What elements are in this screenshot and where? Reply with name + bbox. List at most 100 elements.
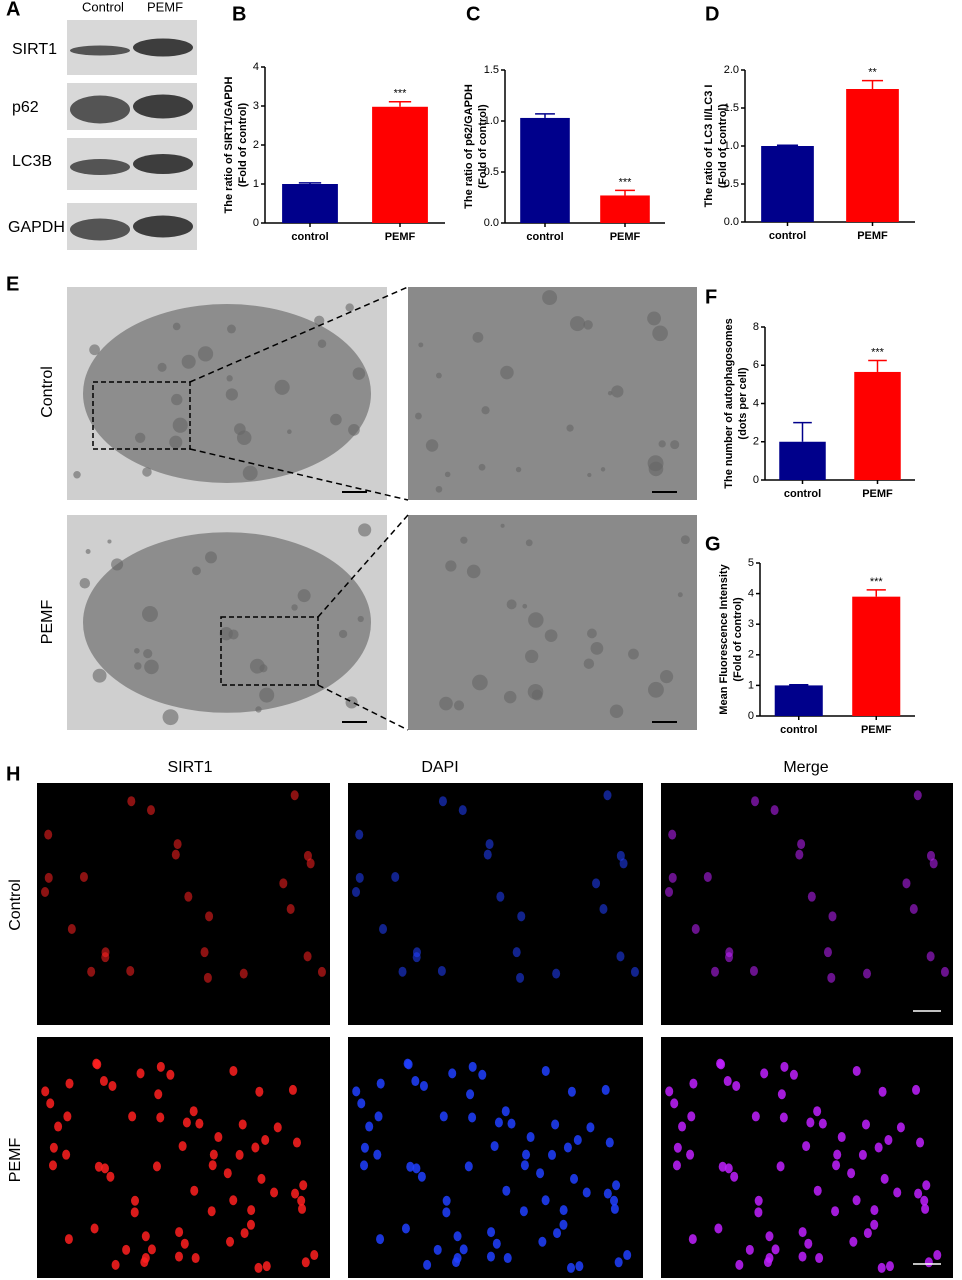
organelle <box>609 704 624 718</box>
organelle <box>111 558 124 571</box>
nucleus <box>486 1251 495 1262</box>
organelle <box>352 367 366 380</box>
organelle <box>583 658 595 669</box>
y-tick-label: 1 <box>253 178 259 190</box>
nucleus <box>459 1244 468 1255</box>
nucleus <box>154 1089 163 1100</box>
nucleus <box>874 1142 883 1153</box>
organelle <box>259 687 275 703</box>
significance: *** <box>394 88 408 100</box>
y-axis-label: The ratio of LC3 II/LC3 I <box>703 85 715 208</box>
nucleus <box>929 858 938 869</box>
nucleus <box>398 966 407 977</box>
nucleus <box>520 1160 529 1171</box>
nucleus <box>229 1065 238 1076</box>
nucleus <box>517 911 526 922</box>
nucleus <box>861 1119 870 1130</box>
nucleus <box>878 1086 887 1097</box>
blot-band <box>70 159 130 175</box>
panel-letter: F <box>705 286 717 308</box>
organelle <box>85 549 91 554</box>
nucleus <box>478 1069 487 1080</box>
x-tick-label: PEMF <box>610 231 641 243</box>
panel-letter: A <box>6 0 20 20</box>
blot-row: p62 <box>12 99 39 116</box>
nucleus <box>863 1228 872 1239</box>
organelle <box>525 539 533 547</box>
nucleus <box>863 968 872 979</box>
nucleus <box>670 1098 679 1109</box>
organelle <box>439 696 453 711</box>
organelle <box>317 339 327 348</box>
nucleus <box>909 903 918 914</box>
nucleus <box>567 1262 576 1273</box>
y-tick-label: 2 <box>253 139 259 151</box>
organelle <box>291 604 298 611</box>
fluorescence-image <box>661 1037 953 1278</box>
blot-column: PEMF <box>147 0 183 14</box>
y-axis-label: The number of autophagosomes <box>723 318 735 489</box>
organelle <box>92 668 107 683</box>
nucleus <box>229 1195 238 1206</box>
y-axis-label: (dots per cell) <box>737 367 749 439</box>
organelle <box>287 429 292 435</box>
nucleus <box>401 1223 410 1234</box>
organelle <box>466 564 481 579</box>
organelle <box>357 615 364 623</box>
nucleus <box>619 858 628 869</box>
nucleus <box>379 923 388 934</box>
organelle <box>181 354 196 369</box>
panel-letter: D <box>705 3 719 25</box>
nucleus <box>933 1250 942 1261</box>
nucleus <box>745 1244 754 1255</box>
nucleus <box>412 952 421 963</box>
y-tick-label: 2 <box>748 649 754 661</box>
nucleus <box>494 1117 503 1128</box>
nucleus <box>126 965 135 976</box>
nucleus <box>48 1160 57 1171</box>
nucleus <box>360 1160 369 1171</box>
zoom-line <box>189 448 409 501</box>
nucleus <box>261 1135 270 1146</box>
nucleus <box>668 829 677 840</box>
tem-image <box>408 515 697 730</box>
organelle <box>569 316 586 332</box>
organelle <box>652 325 668 342</box>
nucleus <box>63 1111 72 1122</box>
x-tick-label: control <box>526 231 563 243</box>
nucleus <box>570 1173 579 1184</box>
y-tick-label: 1.0 <box>724 140 739 152</box>
nucleus <box>146 805 155 816</box>
nucleus <box>442 1207 451 1218</box>
nucleus <box>46 1098 55 1109</box>
y-axis-label: (Fold of control) <box>717 104 729 189</box>
nucleus <box>191 1253 200 1264</box>
organelle <box>345 696 358 709</box>
organelle <box>444 471 451 478</box>
nucleus <box>665 1086 674 1097</box>
nucleus <box>404 1059 413 1070</box>
fluorescence-image <box>348 783 643 1025</box>
blot-band <box>70 95 130 124</box>
nucleus <box>171 849 180 860</box>
nucleus <box>507 1118 516 1129</box>
organelle <box>600 467 606 472</box>
organelle <box>544 629 558 642</box>
x-tick-label: control <box>769 230 806 242</box>
nucleus <box>254 1262 263 1273</box>
nucleus <box>453 1231 462 1242</box>
nucleus <box>101 952 110 963</box>
nucleus <box>672 1160 681 1171</box>
nucleus <box>67 923 76 934</box>
y-tick-label: 3 <box>748 618 754 630</box>
nucleus <box>79 871 88 882</box>
bar <box>846 89 899 222</box>
nucleus <box>780 1061 789 1072</box>
y-tick-label: 1.5 <box>484 64 499 76</box>
y-tick-label: 6 <box>753 359 759 371</box>
nucleus <box>458 805 467 816</box>
nucleus <box>174 1251 183 1262</box>
nucleus <box>623 1250 632 1261</box>
panel-letter: B <box>232 3 246 25</box>
nucleus <box>616 850 625 861</box>
